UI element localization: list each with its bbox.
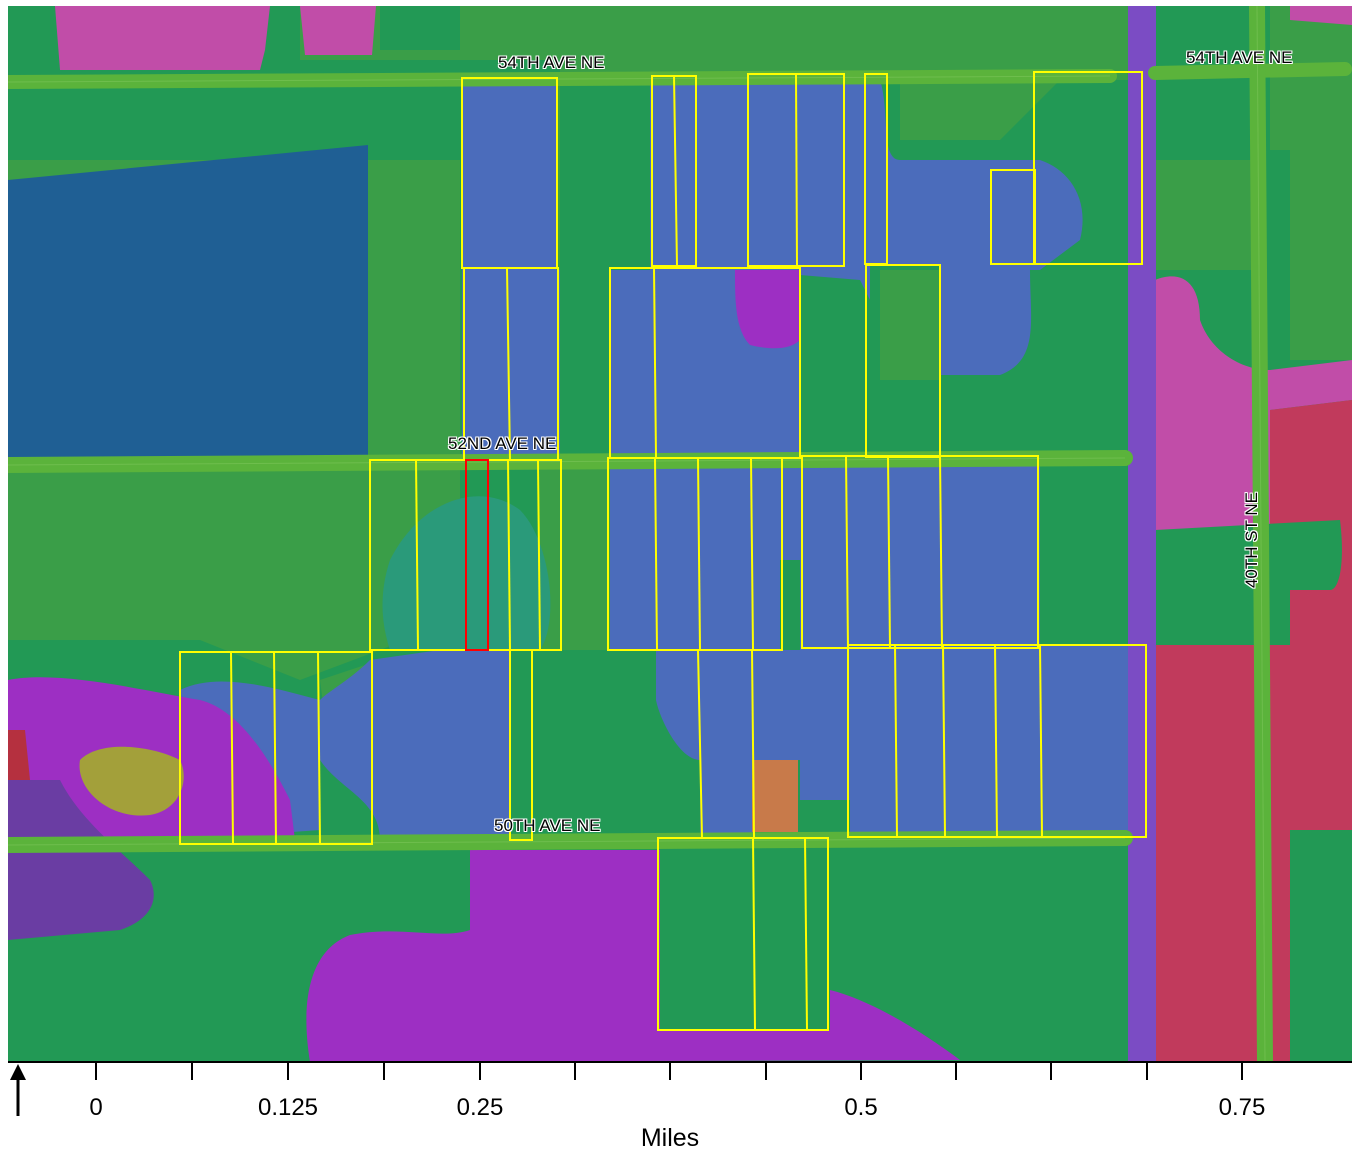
road-label-54th-ave-right: 54TH AVE NE bbox=[1186, 48, 1293, 67]
scale-unit-label: Miles bbox=[640, 1124, 700, 1152]
zone-olive bbox=[79, 746, 184, 816]
road-label-54th-ave-left: 54TH AVE NE bbox=[498, 53, 605, 72]
zone-crimson bbox=[1155, 400, 1352, 1062]
zone-dark-blue bbox=[8, 145, 368, 460]
scale-tick-05: 0.5 bbox=[844, 1094, 878, 1121]
zone-violet bbox=[8, 780, 154, 940]
north-arrow-icon bbox=[10, 1064, 26, 1116]
zone-orange bbox=[752, 760, 798, 832]
scale-tick-0125: 0.125 bbox=[257, 1094, 319, 1121]
road-label-52nd-ave: 52ND AVE NE bbox=[448, 434, 557, 453]
scale-tick-075: 0.75 bbox=[1218, 1094, 1266, 1121]
scale-bar bbox=[8, 1061, 1352, 1116]
map-canvas[interactable]: 54TH AVE NE 54TH AVE NE 52ND AVE NE 50TH… bbox=[8, 6, 1352, 1062]
scale-tick-0: 0 bbox=[89, 1094, 103, 1121]
selected-parcel bbox=[465, 459, 489, 651]
scale-tick-025: 0.25 bbox=[456, 1094, 504, 1121]
road-label-40th-st: 40TH ST NE bbox=[1242, 491, 1262, 589]
road-label-50th-ave: 50TH AVE NE bbox=[494, 816, 601, 835]
